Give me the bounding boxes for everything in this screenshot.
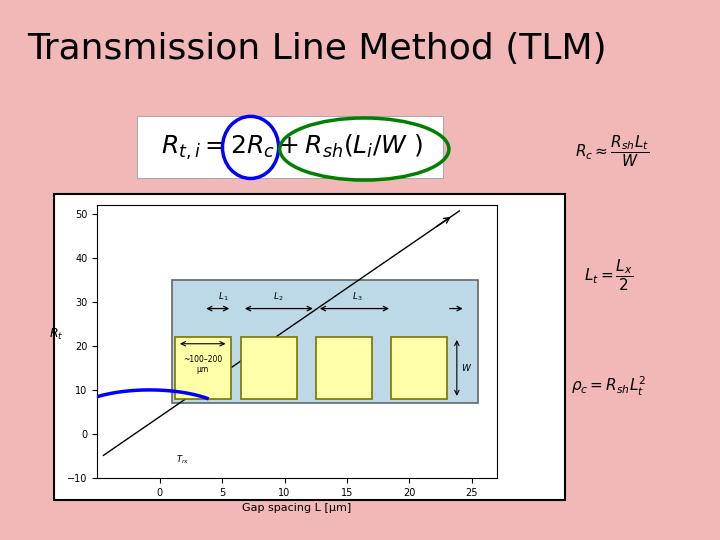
Bar xyxy=(54,194,565,500)
Bar xyxy=(175,337,231,399)
Text: $L_2$: $L_2$ xyxy=(273,291,284,303)
Text: $R_{t,i}=2R_c+R_{sh}(L_i/W\ )$: $R_{t,i}=2R_c+R_{sh}(L_i/W\ )$ xyxy=(161,133,423,162)
Text: ~100–200
μm: ~100–200 μm xyxy=(183,355,222,374)
Text: $R_c \approx \dfrac{R_{sh}L_t}{W}$: $R_c \approx \dfrac{R_{sh}L_t}{W}$ xyxy=(575,133,649,169)
Text: $T_{rx}$: $T_{rx}$ xyxy=(176,454,189,466)
Bar xyxy=(391,337,447,399)
Y-axis label: $R_t$: $R_t$ xyxy=(49,327,63,342)
X-axis label: Gap spacing L [μm]: Gap spacing L [μm] xyxy=(243,503,351,513)
Text: $W$: $W$ xyxy=(461,362,472,374)
Bar xyxy=(316,337,372,399)
Text: $\rho_c = R_{sh}L_t^2$: $\rho_c = R_{sh}L_t^2$ xyxy=(571,375,646,397)
Bar xyxy=(240,337,297,399)
Bar xyxy=(172,280,478,403)
Text: $L_3$: $L_3$ xyxy=(351,291,362,303)
FancyBboxPatch shape xyxy=(137,116,443,178)
Text: $L_1$: $L_1$ xyxy=(218,291,228,303)
Text: Transmission Line Method (TLM): Transmission Line Method (TLM) xyxy=(27,32,607,65)
Text: $L_t = \dfrac{L_x}{2}$: $L_t = \dfrac{L_x}{2}$ xyxy=(584,258,633,293)
Bar xyxy=(428,233,475,255)
